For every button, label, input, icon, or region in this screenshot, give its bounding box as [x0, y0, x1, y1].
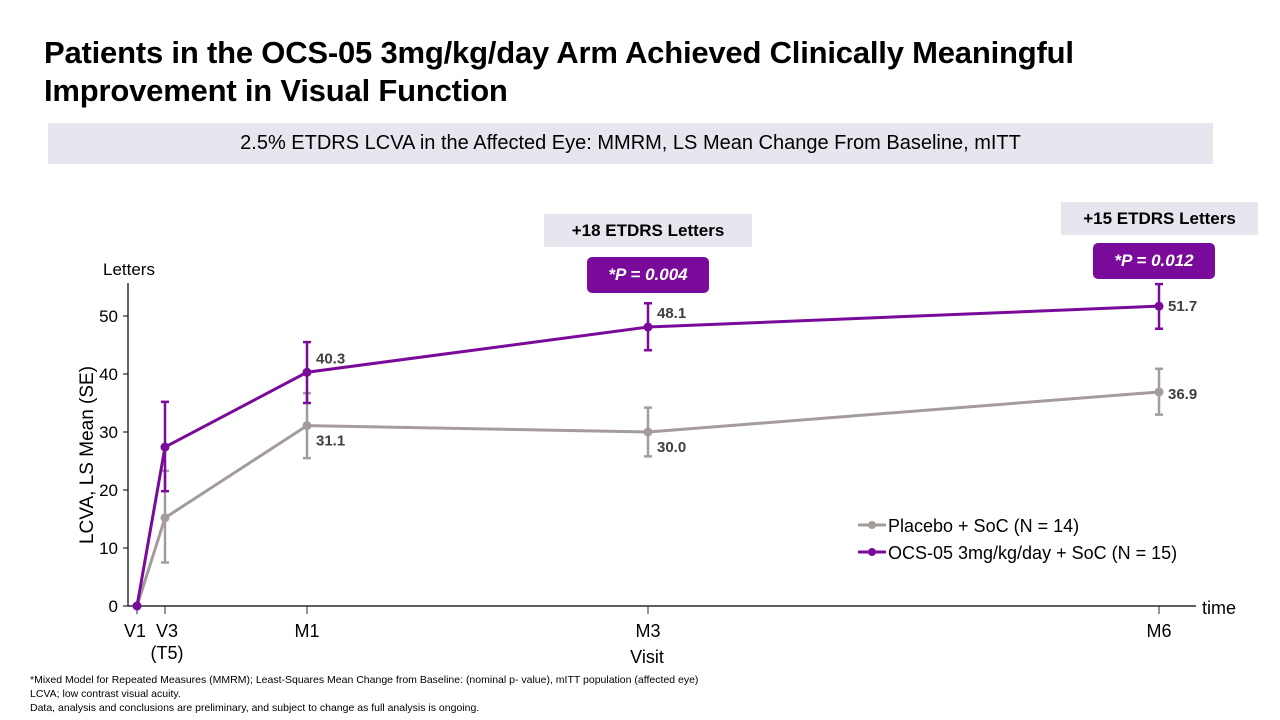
data-label: 40.3 — [316, 350, 345, 367]
series-layer: 31.1 30.0 36.9 40.3 48.1 51.7 — [132, 282, 1197, 611]
legend-marker — [868, 548, 876, 556]
x-tick-label: M1 — [294, 621, 319, 641]
data-point — [1154, 387, 1164, 397]
slide-title-line-1: Patients in the OCS-05 3mg/kg/day Arm Ac… — [44, 35, 1074, 70]
data-point — [302, 421, 312, 431]
y-tick-label: 10 — [99, 539, 118, 558]
footnote-2: LCVA; low contrast visual acuity. — [30, 688, 181, 700]
chart-subtitle: 2.5% ETDRS LCVA in the Affected Eye: MMR… — [48, 123, 1213, 164]
y-axis-title: LCVA, LS Mean (SE) — [77, 366, 98, 544]
data-label: 36.9 — [1168, 386, 1197, 403]
data-point — [302, 367, 312, 377]
x-axis-end-label: time — [1202, 598, 1236, 618]
m6-pvalue-text: *P = 0.012 — [1114, 251, 1194, 270]
m6-pvalue-badge: *P = 0.012 — [1093, 243, 1215, 279]
axes: 0 10 20 30 40 50 V1 V3(T5) M1 M3 M6 — [99, 283, 1196, 663]
legend-item: OCS-05 3mg/kg/day + SoC (N = 15) — [858, 543, 1177, 563]
footnote-3: Data, analysis and conclusions are preli… — [30, 702, 480, 714]
x-tick-label: M3 — [635, 621, 660, 641]
m3-pvalue-text: *P = 0.004 — [608, 265, 688, 284]
chart-subtitle-text: 2.5% ETDRS LCVA in the Affected Eye: MMR… — [240, 132, 1021, 154]
legend-label: Placebo + SoC (N = 14) — [888, 516, 1079, 536]
data-point — [160, 442, 170, 452]
data-point — [132, 601, 142, 611]
placebo-series: 31.1 30.0 36.9 — [132, 367, 1197, 611]
footnote-1: *Mixed Model for Repeated Measures (MMRM… — [30, 674, 699, 686]
ocs05-series: 40.3 48.1 51.7 — [132, 282, 1197, 611]
data-point — [160, 513, 170, 523]
y-tick-label: 0 — [109, 597, 118, 616]
x-axis-title: Visit — [630, 647, 664, 667]
m6-difference-annotation: +15 ETDRS Letters — [1061, 202, 1258, 235]
x-tick-label: V1 — [124, 621, 146, 641]
x-tick-label: M6 — [1146, 621, 1171, 641]
m3-pvalue-badge: *P = 0.004 — [587, 257, 709, 293]
slide-title-line-2: Improvement in Visual Function — [44, 73, 508, 108]
y-tick-label: 40 — [99, 365, 118, 384]
data-label: 31.1 — [316, 433, 345, 450]
legend: Placebo + SoC (N = 14) OCS-05 3mg/kg/day … — [858, 516, 1177, 563]
data-point — [643, 427, 653, 437]
data-label: 30.0 — [657, 439, 686, 456]
legend-label: OCS-05 3mg/kg/day + SoC (N = 15) — [888, 543, 1177, 563]
data-label: 48.1 — [657, 305, 686, 322]
y-tick-label: 20 — [99, 481, 118, 500]
legend-item: Placebo + SoC (N = 14) — [858, 516, 1079, 536]
m3-difference-annotation: +18 ETDRS Letters — [544, 214, 752, 247]
x-tick-label: V3 — [156, 621, 178, 641]
data-label: 51.7 — [1168, 298, 1197, 315]
y-tick-label: 30 — [99, 423, 118, 442]
legend-marker — [868, 521, 876, 529]
m6-difference-label: +15 ETDRS Letters — [1083, 208, 1236, 228]
m3-difference-label: +18 ETDRS Letters — [571, 220, 725, 240]
x-tick-sublabel: (T5) — [151, 643, 184, 663]
y-axis-unit-label: Letters — [103, 260, 155, 279]
footnotes: *Mixed Model for Repeated Measures (MMRM… — [30, 673, 698, 715]
slide-title: Patients in the OCS-05 3mg/kg/day Arm Ac… — [44, 34, 1244, 110]
data-point — [1154, 301, 1164, 311]
data-point — [643, 322, 653, 332]
y-tick-label: 50 — [99, 307, 118, 326]
